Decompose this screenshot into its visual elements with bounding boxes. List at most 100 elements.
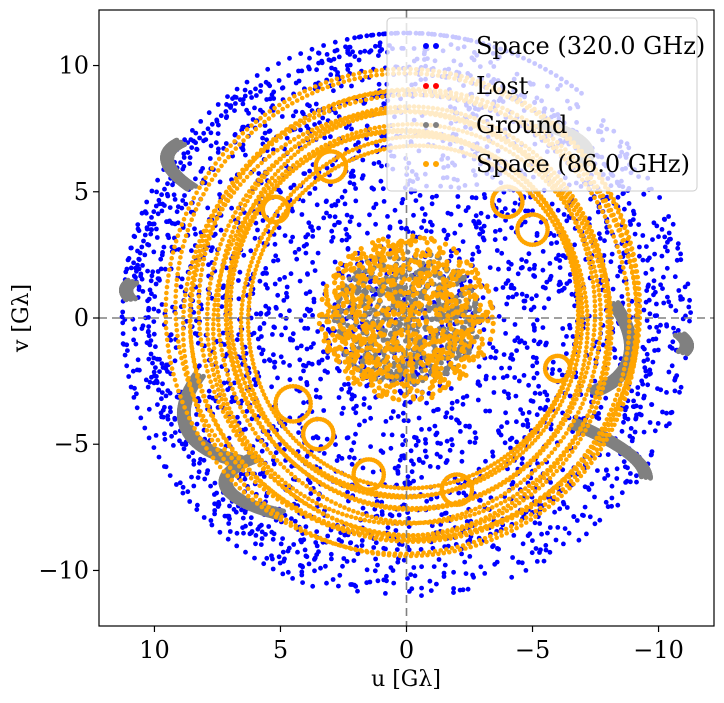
data-point: [498, 432, 504, 438]
data-point: [376, 53, 381, 58]
data-point: [555, 207, 561, 213]
data-point: [510, 555, 515, 560]
data-point: [357, 422, 362, 428]
data-point: [466, 349, 472, 355]
data-point: [352, 35, 357, 41]
data-point: [205, 205, 211, 211]
data-point: [177, 480, 183, 486]
data-point: [452, 230, 458, 236]
data-point: [298, 127, 303, 133]
data-point: [286, 73, 292, 78]
data-point: [354, 403, 359, 409]
data-point: [341, 405, 346, 411]
data-point: [246, 110, 252, 116]
data-point: [248, 515, 254, 521]
data-point: [511, 208, 517, 214]
data-point: [597, 236, 603, 241]
data-point: [336, 583, 341, 589]
data-point: [165, 413, 171, 419]
data-point: [659, 227, 665, 232]
data-point: [191, 483, 197, 489]
data-point: [622, 206, 627, 212]
data-point: [220, 330, 226, 336]
data-point: [309, 361, 315, 367]
data-point: [347, 219, 353, 225]
data-point: [180, 484, 186, 490]
data-point: [494, 248, 500, 253]
data-point: [157, 369, 162, 374]
data-point: [147, 287, 153, 293]
data-point: [375, 578, 381, 584]
data-point: [307, 103, 312, 109]
data-point: [202, 476, 208, 482]
data-point: [487, 341, 492, 346]
data-point: [365, 230, 370, 236]
data-point: [680, 296, 685, 302]
data-point: [444, 236, 449, 242]
data-point: [287, 363, 292, 368]
data-point: [654, 301, 659, 307]
data-point: [361, 396, 367, 401]
data-point: [332, 222, 337, 228]
data-point: [336, 54, 342, 60]
data-point: [471, 218, 477, 224]
data-point: [320, 115, 326, 121]
data-point: [512, 200, 518, 206]
data-point: [598, 404, 604, 410]
data-point: [334, 458, 340, 463]
data-point: [664, 322, 669, 327]
data-point: [639, 378, 645, 384]
data-point: [316, 225, 321, 231]
data-point: [478, 564, 484, 570]
data-point: [150, 269, 156, 275]
data-point: [637, 244, 642, 250]
data-point: [260, 135, 265, 141]
data-point: [487, 408, 493, 414]
data-point: [423, 440, 429, 446]
data-point: [167, 405, 173, 411]
data-point: [233, 101, 238, 106]
data-point: [627, 219, 633, 224]
data-point: [169, 433, 175, 439]
data-point: [660, 286, 665, 291]
data-point: [125, 257, 131, 263]
data-point: [153, 281, 159, 287]
data-point: [162, 186, 167, 192]
data-point: [673, 308, 679, 314]
data-point: [580, 512, 585, 518]
data-point: [619, 294, 625, 299]
data-point: [552, 509, 557, 515]
data-point: [276, 554, 282, 560]
data-point: [255, 336, 261, 342]
data-point: [328, 134, 333, 140]
data-point: [507, 365, 513, 371]
data-point: [350, 168, 356, 174]
data-point: [550, 359, 556, 365]
data-point: [228, 105, 234, 110]
data-point: [159, 390, 165, 395]
data-point: [642, 346, 647, 352]
data-point: [216, 122, 221, 128]
data-point: [640, 233, 646, 238]
data-point: [144, 226, 150, 232]
data-point: [428, 496, 434, 502]
data-point: [596, 231, 602, 237]
data-point: [233, 509, 239, 515]
data-point: [285, 569, 291, 575]
data-point: [495, 546, 500, 551]
data-point: [650, 359, 656, 365]
data-point: [424, 400, 429, 406]
data-point: [677, 389, 682, 395]
data-point: [249, 95, 255, 100]
data-point: [290, 331, 296, 337]
data-point: [406, 547, 412, 553]
data-point: [187, 155, 193, 161]
data-point: [675, 328, 681, 333]
data-point: [429, 194, 435, 200]
data-point: [337, 572, 343, 578]
data-point: [491, 375, 497, 381]
data-point: [564, 281, 570, 286]
data-point: [665, 294, 670, 300]
data-point: [324, 580, 329, 586]
data-point: [500, 285, 506, 290]
